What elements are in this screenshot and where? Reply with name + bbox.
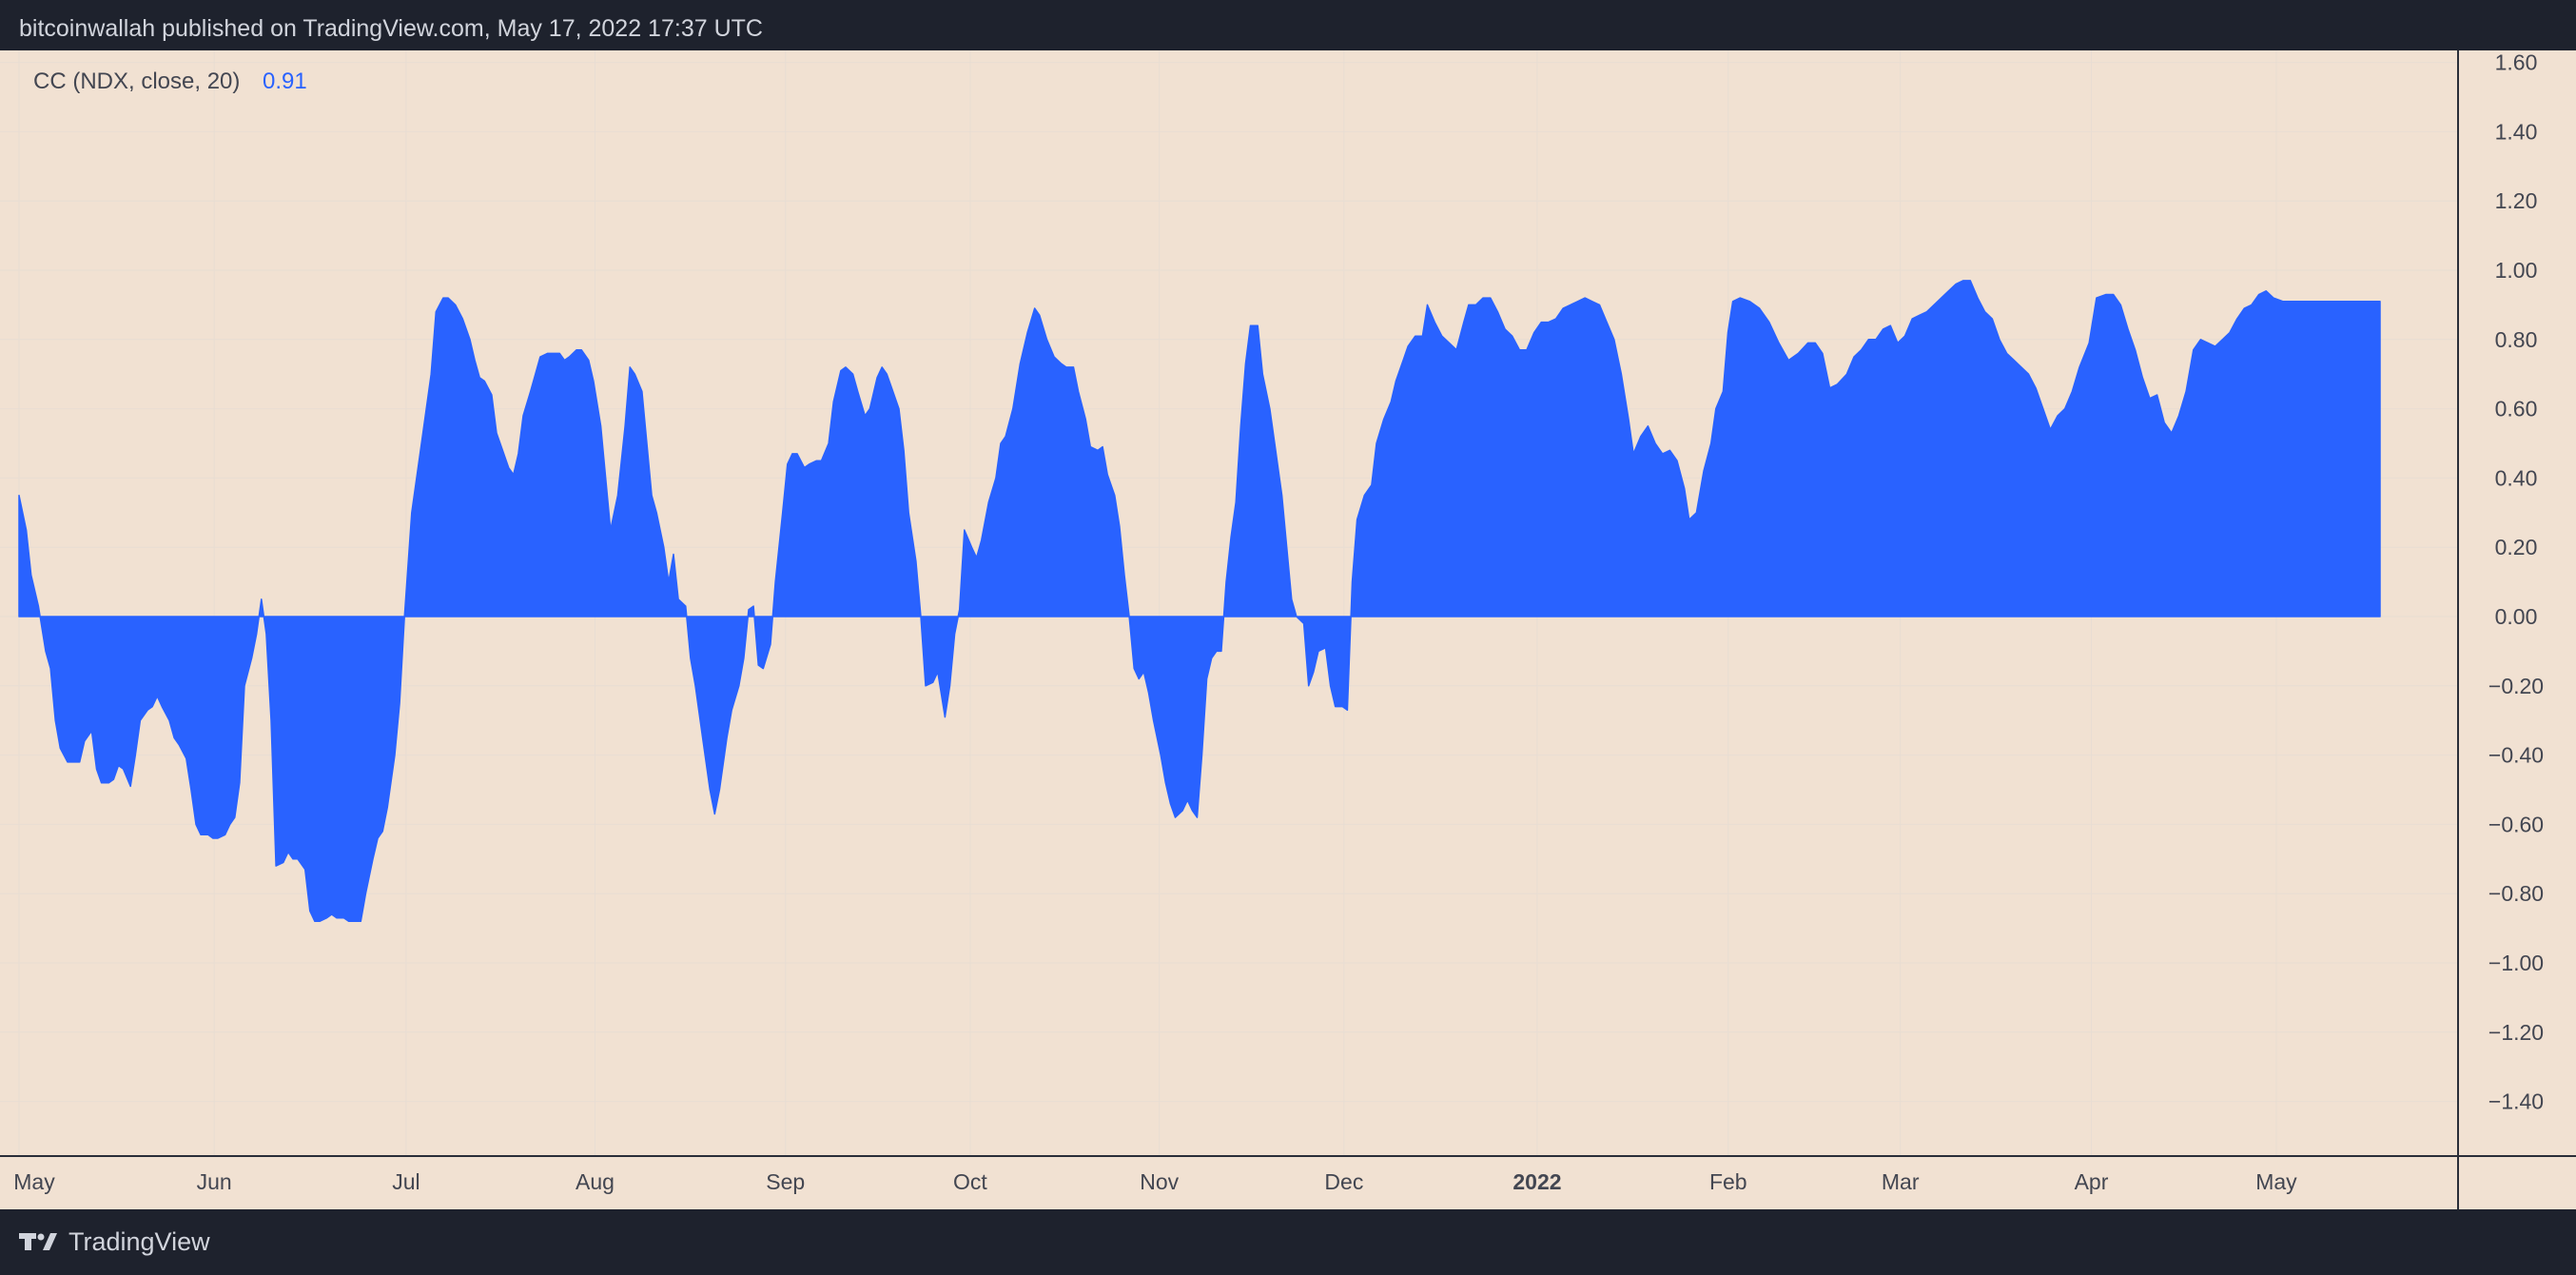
x-axis-tick-labels: May Jun Jul Aug Sep Oct Nov Dec 2022 Feb Mar Apr May	[13, 1169, 2297, 1194]
y-tick-label: −1.40	[2488, 1089, 2544, 1114]
x-tick-label: Jul	[392, 1169, 420, 1194]
y-tick-label: 0.80	[2495, 327, 2538, 352]
y-tick-label: −0.80	[2488, 881, 2544, 906]
y-tick-label: −0.40	[2488, 743, 2544, 768]
correlation-area	[18, 280, 2381, 923]
x-tick-label: Mar	[1882, 1169, 1920, 1194]
x-tick-label: Aug	[576, 1169, 615, 1194]
x-tick-label: 2022	[1512, 1169, 1561, 1194]
indicator-label: CC (NDX, close, 20)	[33, 69, 240, 94]
y-tick-label: 1.20	[2495, 188, 2538, 213]
x-tick-label: Jun	[197, 1169, 232, 1194]
brand-name[interactable]: TradingView	[68, 1227, 210, 1256]
x-tick-label: Feb	[1709, 1169, 1747, 1194]
y-tick-label: 1.40	[2495, 119, 2538, 144]
y-tick-label: 0.00	[2495, 604, 2538, 629]
x-tick-label: May	[2255, 1169, 2297, 1194]
y-tick-label: 1.60	[2495, 50, 2538, 75]
chart-frame: 1.60 1.40 1.20 1.00 0.80 0.60 0.40 0.20 0.00 −0.2…	[0, 50, 2576, 1209]
correlation-chart[interactable]: 1.60 1.40 1.20 1.00 0.80 0.60 0.40 0.20 0.00 −0.2…	[0, 50, 2576, 1209]
x-tick-label: Apr	[2075, 1169, 2109, 1194]
y-tick-label: −0.60	[2488, 812, 2544, 836]
x-tick-label: Nov	[1140, 1169, 1179, 1194]
footer: TradingView	[0, 1209, 2576, 1275]
y-tick-label: −1.00	[2488, 951, 2544, 975]
indicator-value: 0.91	[263, 69, 307, 94]
x-tick-label: Oct	[953, 1169, 987, 1194]
y-axis-tick-labels: 1.60 1.40 1.20 1.00 0.80 0.60 0.40 0.20 0.00 −0.2…	[2488, 50, 2544, 1114]
publisher-header: bitcoinwallah published on TradingView.c…	[19, 15, 763, 42]
y-tick-label: 0.20	[2495, 535, 2538, 559]
y-tick-label: 0.40	[2495, 465, 2538, 490]
tradingview-logo-icon[interactable]	[19, 1231, 59, 1254]
y-tick-label: −0.20	[2488, 674, 2544, 698]
x-tick-label: Dec	[1324, 1169, 1363, 1194]
y-tick-label: 0.60	[2495, 397, 2538, 422]
y-tick-label: 1.00	[2495, 258, 2538, 283]
x-tick-label: May	[13, 1169, 55, 1194]
y-tick-label: −1.20	[2488, 1020, 2544, 1045]
x-tick-label: Sep	[766, 1169, 805, 1194]
plot-background	[0, 50, 2576, 1209]
